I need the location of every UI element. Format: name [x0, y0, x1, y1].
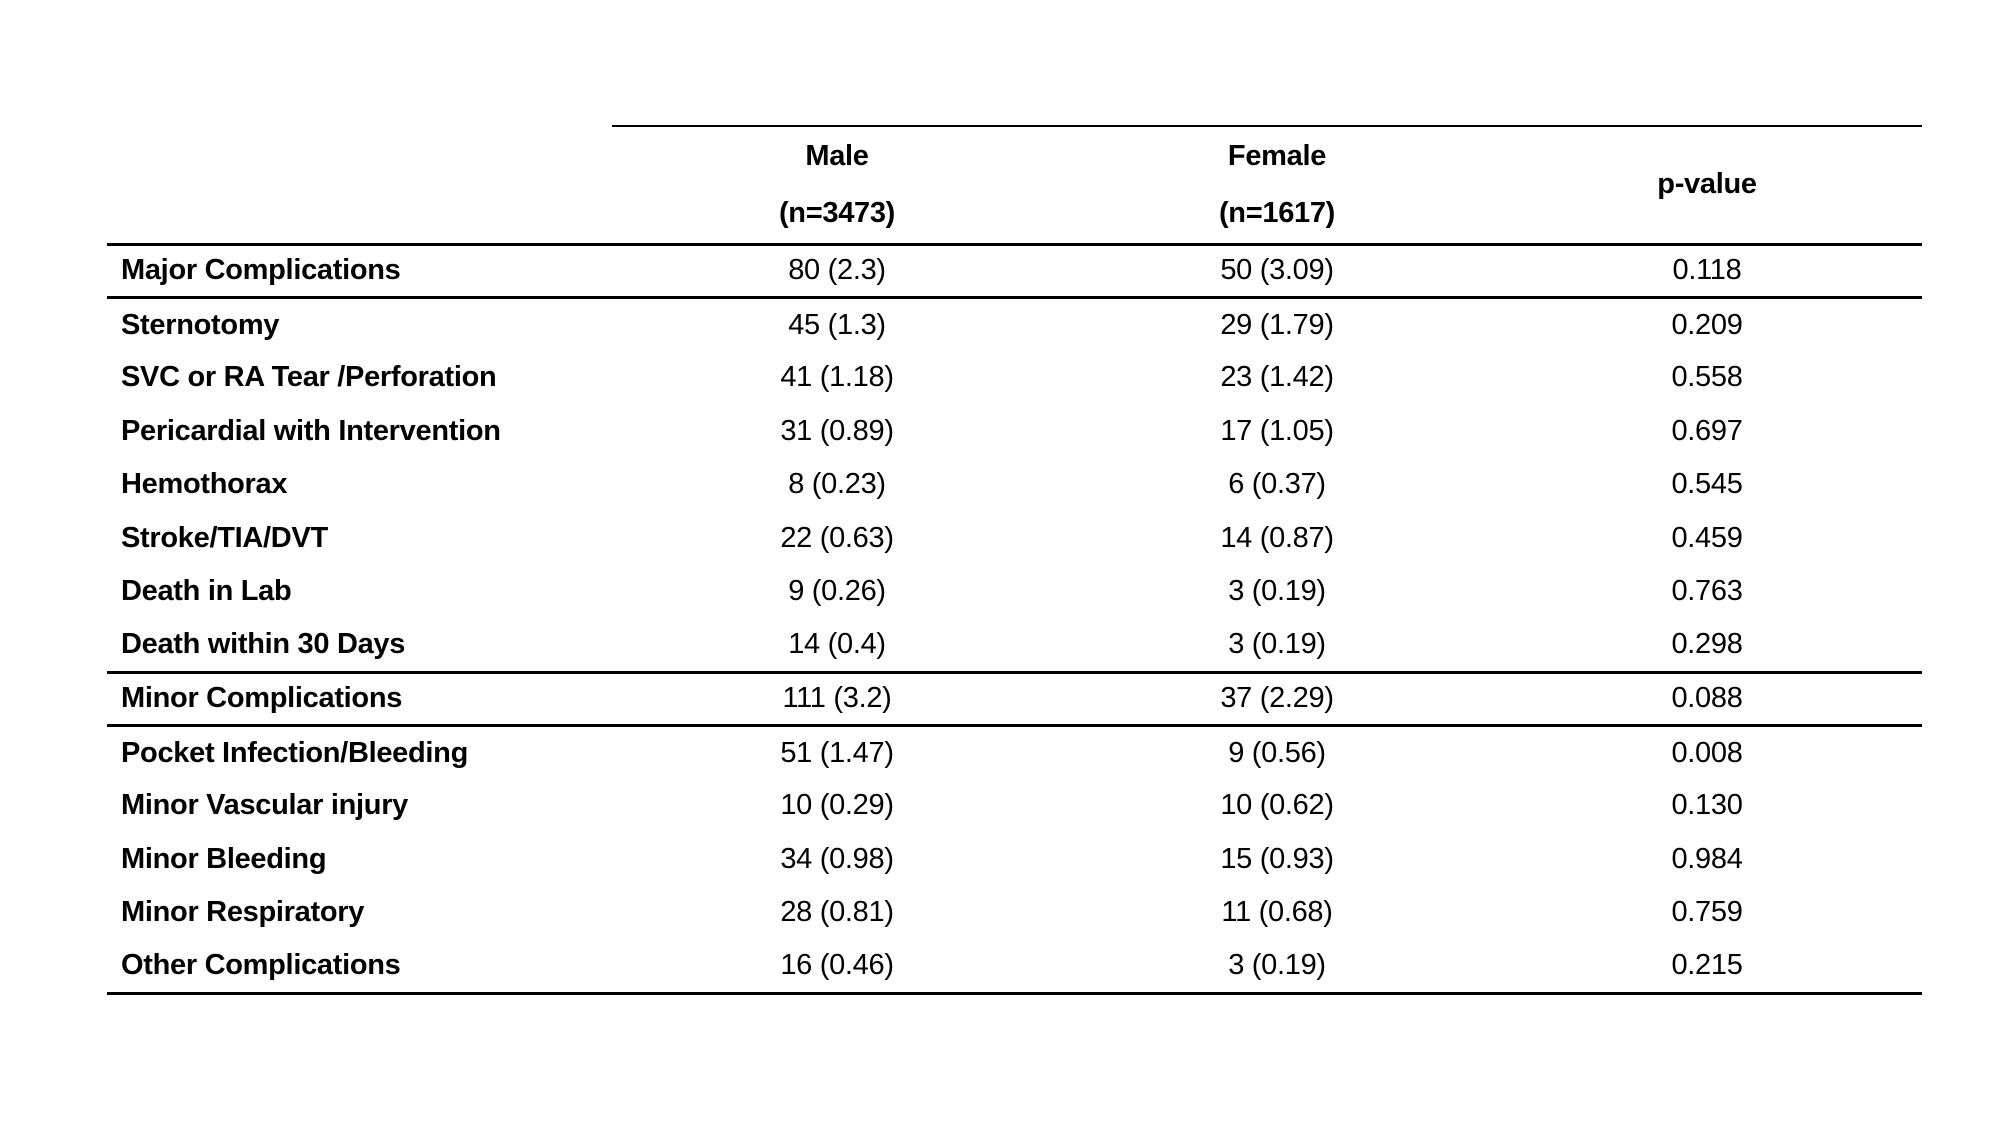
- male-value-cell: 111 (3.2): [612, 672, 1062, 727]
- table-header: Male (n=3473) Female (n=1617) p-value: [107, 125, 1922, 246]
- pvalue-cell: 0.697: [1671, 414, 1743, 447]
- male-header-count: (n=3473): [778, 196, 896, 229]
- row-label: Minor Respiratory: [121, 896, 365, 929]
- pvalue-cell: 0.130: [1671, 789, 1743, 822]
- pvalue-cell: 0.209: [1671, 308, 1743, 341]
- table-row: Pericardial with Intervention 31 (0.89) 17…: [107, 405, 1922, 459]
- female-header-label: Female: [1227, 139, 1327, 172]
- female-value-cell: 14 (0.87): [1220, 521, 1334, 554]
- table-row: Minor Respiratory 28 (0.81) 11 (0.68) 0.759: [107, 886, 1922, 940]
- pvalue-cell: 0.118: [1492, 244, 1922, 299]
- row-label: Sternotomy: [121, 308, 280, 341]
- column-header-empty: [107, 126, 612, 246]
- female-value-cell: 3 (0.19): [1228, 575, 1326, 608]
- table-row: Death within 30 Days 14 (0.4) 3 (0.19) 0.29…: [107, 618, 1922, 674]
- male-value-cell: 31 (0.89): [780, 414, 894, 447]
- row-label: Other Complications: [107, 939, 612, 995]
- pvalue-cell: 0.759: [1671, 896, 1743, 929]
- table-row: Minor Bleeding 34 (0.98) 15 (0.93) 0.984: [107, 833, 1922, 887]
- male-value-cell: 9 (0.26): [788, 575, 886, 608]
- male-value-cell: 14 (0.4): [612, 618, 1062, 674]
- male-header-label: Male: [805, 139, 869, 172]
- female-value-cell: 3 (0.19): [1062, 939, 1492, 995]
- complications-table: Male (n=3473) Female (n=1617) p-value Ma…: [107, 125, 1922, 995]
- male-value-cell: 41 (1.18): [780, 361, 894, 394]
- pvalue-cell: 0.008: [1671, 736, 1743, 769]
- female-value-cell: 3 (0.19): [1062, 618, 1492, 674]
- column-header-female: Female (n=1617): [1062, 125, 1492, 246]
- row-label: Stroke/TIA/DVT: [121, 521, 328, 554]
- female-value-cell: 50 (3.09): [1062, 244, 1492, 299]
- pvalue-cell: 0.088: [1492, 672, 1922, 727]
- table-row: Minor Vascular injury 10 (0.29) 10 (0.62) 0…: [107, 779, 1922, 833]
- pvalue-cell: 0.984: [1671, 842, 1743, 875]
- pvalue-cell: 0.545: [1671, 468, 1743, 501]
- table-row: Pocket Infection/Bleeding 51 (1.47) 9 (0.5…: [107, 726, 1922, 780]
- female-header-count: (n=1617): [1218, 196, 1336, 229]
- table-row: Hemothorax 8 (0.23) 6 (0.37) 0.545: [107, 458, 1922, 512]
- male-value-cell: 45 (1.3): [788, 308, 886, 341]
- male-value-cell: 8 (0.23): [788, 468, 886, 501]
- row-label: Pericardial with Intervention: [121, 414, 501, 447]
- pvalue-header-label: p-value: [1657, 168, 1757, 201]
- male-value-cell: 22 (0.63): [780, 521, 894, 554]
- female-value-cell: 10 (0.62): [1220, 789, 1334, 822]
- male-value-cell: 10 (0.29): [780, 789, 894, 822]
- section-row: Major Complications 80 (2.3) 50 (3.09) 0.11…: [107, 244, 1922, 299]
- female-value-cell: 23 (1.42): [1220, 361, 1334, 394]
- female-value-cell: 15 (0.93): [1220, 842, 1334, 875]
- row-label: Hemothorax: [121, 468, 288, 501]
- female-value-cell: 17 (1.05): [1220, 414, 1334, 447]
- row-label: Minor Bleeding: [121, 842, 327, 875]
- row-label: Minor Complications: [107, 672, 612, 727]
- row-label: Minor Vascular injury: [121, 789, 409, 822]
- male-value-cell: 51 (1.47): [780, 736, 894, 769]
- table-row: Death in Lab 9 (0.26) 3 (0.19) 0.763: [107, 565, 1922, 619]
- pvalue-cell: 0.558: [1671, 361, 1743, 394]
- pvalue-cell: 0.459: [1671, 521, 1743, 554]
- pvalue-cell: 0.298: [1492, 618, 1922, 674]
- female-value-cell: 6 (0.37): [1228, 468, 1326, 501]
- header-row: Male (n=3473) Female (n=1617) p-value: [107, 125, 1922, 246]
- male-value-cell: 80 (2.3): [612, 244, 1062, 299]
- row-label: Death in Lab: [121, 575, 292, 608]
- table-row: SVC or RA Tear /Perforation 41 (1.18) 23 (…: [107, 351, 1922, 405]
- female-value-cell: 29 (1.79): [1220, 308, 1334, 341]
- row-label: Major Complications: [107, 244, 612, 299]
- pvalue-cell: 0.215: [1492, 939, 1922, 995]
- table-body: Major Complications 80 (2.3) 50 (3.09) 0.11…: [107, 244, 1922, 995]
- table-row: Other Complications 16 (0.46) 3 (0.19) 0.21…: [107, 939, 1922, 995]
- female-value-cell: 37 (2.29): [1062, 672, 1492, 727]
- female-value-cell: 11 (0.68): [1221, 896, 1333, 929]
- column-header-male: Male (n=3473): [612, 125, 1062, 246]
- female-value-cell: 9 (0.56): [1228, 736, 1326, 769]
- male-value-cell: 28 (0.81): [780, 896, 894, 929]
- row-label: SVC or RA Tear /Perforation: [121, 361, 497, 394]
- male-value-cell: 16 (0.46): [612, 939, 1062, 995]
- table-row: Stroke/TIA/DVT 22 (0.63) 14 (0.87) 0.459: [107, 512, 1922, 566]
- section-row: Minor Complications 111 (3.2) 37 (2.29) 0.0…: [107, 672, 1922, 727]
- pvalue-cell: 0.763: [1671, 575, 1743, 608]
- row-label: Pocket Infection/Bleeding: [121, 736, 468, 769]
- table-row: Sternotomy 45 (1.3) 29 (1.79) 0.209: [107, 298, 1922, 352]
- male-value-cell: 34 (0.98): [780, 842, 894, 875]
- row-label: Death within 30 Days: [107, 618, 612, 674]
- column-header-pvalue: p-value: [1492, 125, 1922, 246]
